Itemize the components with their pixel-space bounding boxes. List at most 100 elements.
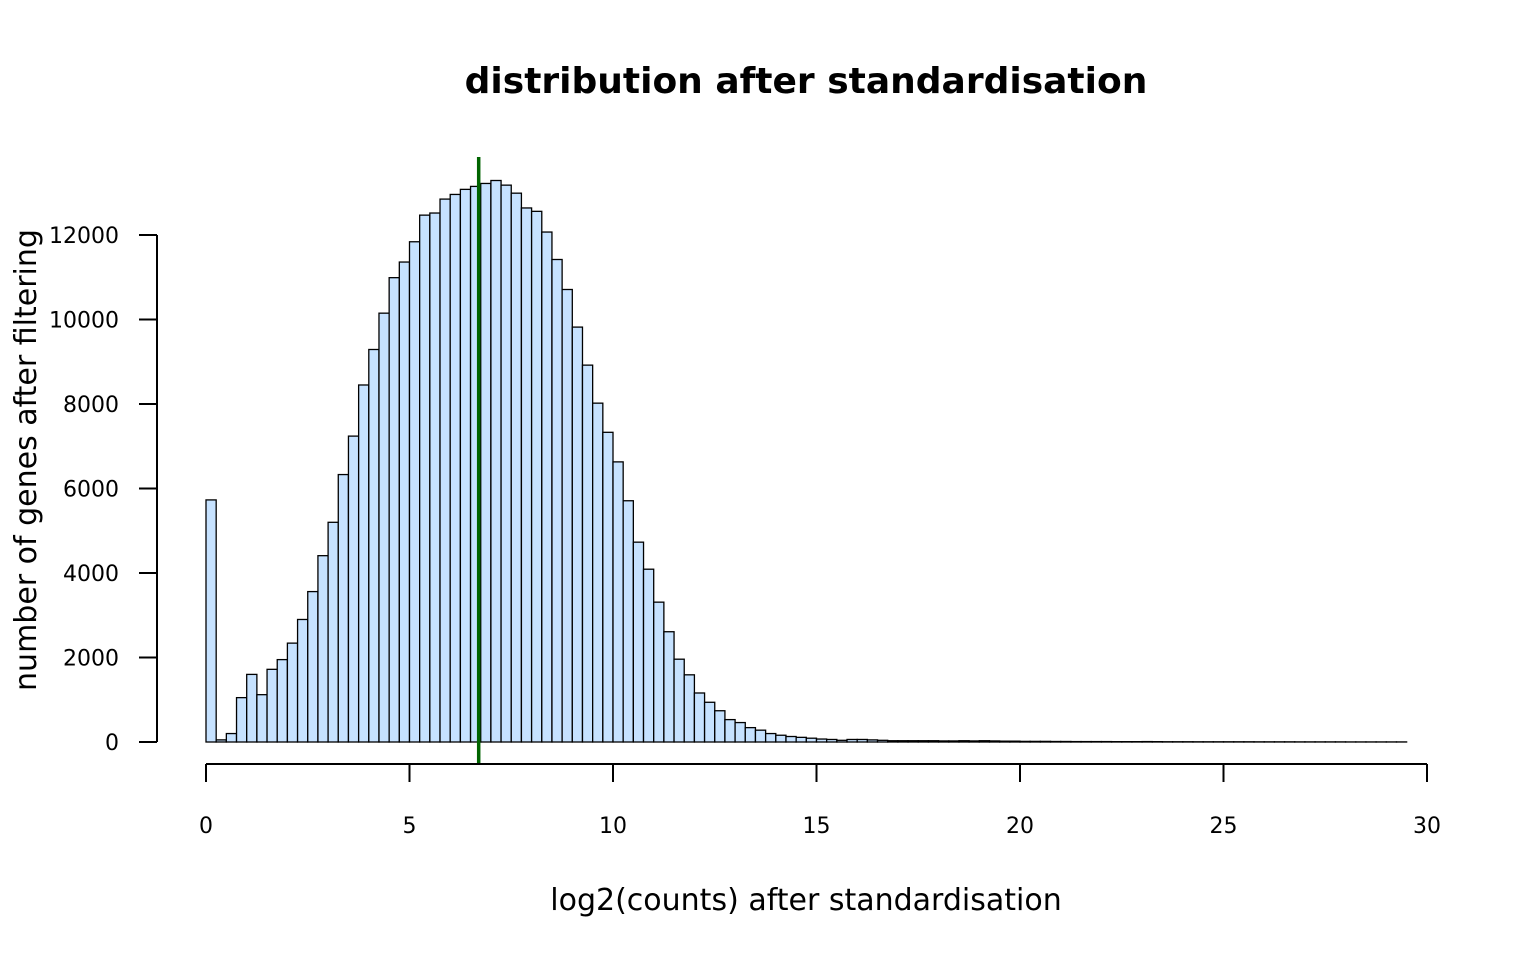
histogram-bar: [754, 729, 767, 743]
y-axis-label: number of genes after filtering: [9, 229, 44, 691]
histogram-bar: [826, 738, 838, 743]
y-tick-label: 4000: [63, 562, 119, 587]
histogram-bar: [317, 555, 329, 743]
histogram-bars: [205, 179, 1408, 743]
histogram-bar: [703, 701, 716, 743]
histogram-bar: [714, 710, 726, 743]
chart-title: distribution after standardisation: [465, 61, 1148, 102]
histogram-bar: [1039, 740, 1052, 743]
histogram-bar: [246, 673, 258, 743]
histogram-bar: [571, 326, 584, 743]
histogram-bar: [307, 590, 319, 743]
histogram-bar: [836, 739, 848, 743]
histogram-bar: [256, 694, 268, 743]
histogram-bar: [1009, 740, 1021, 743]
histogram-bar: [500, 184, 512, 743]
histogram-bar: [449, 193, 462, 743]
histogram-bar: [734, 721, 746, 743]
y-tick-label: 8000: [63, 393, 119, 418]
histogram-bar: [266, 668, 278, 743]
histogram-bar: [561, 288, 573, 743]
histogram-bar: [235, 696, 248, 743]
histogram-bar: [1019, 740, 1031, 743]
histogram-bar: [764, 732, 777, 743]
histogram-bar: [368, 348, 380, 743]
histogram-bar: [1029, 740, 1042, 743]
histogram-bar: [286, 642, 299, 743]
y-tick-label: 12000: [49, 224, 119, 249]
histogram-bar: [510, 192, 523, 743]
histogram-bar: [581, 364, 594, 743]
histogram-bar: [398, 261, 411, 743]
histogram-bar: [999, 740, 1011, 743]
histogram-bar: [724, 718, 736, 743]
y-tick-label: 0: [105, 731, 119, 756]
histogram-bar: [551, 258, 563, 743]
histogram-bar: [663, 631, 675, 743]
histogram-bar: [327, 521, 339, 743]
x-axis: 0 5 10 15 20 25 30: [199, 763, 1441, 839]
histogram-bar: [357, 384, 370, 743]
histogram-bar: [408, 241, 421, 743]
histogram-bar: [744, 726, 757, 743]
histogram-bar: [785, 735, 797, 743]
histogram-bar: [592, 402, 604, 743]
histogram-bar: [795, 736, 807, 743]
histogram-bar: [958, 740, 970, 743]
histogram-bar: [988, 740, 1001, 743]
histogram-bar: [876, 739, 889, 743]
histogram-bar: [673, 658, 685, 743]
histogram-bar: [388, 277, 400, 743]
histogram-bar: [856, 738, 869, 743]
histogram-bar: [612, 461, 624, 743]
histogram-bar: [429, 212, 441, 743]
histogram-bar: [815, 738, 828, 743]
x-tick-label: 30: [1413, 814, 1441, 839]
x-tick-label: 0: [199, 814, 213, 839]
x-axis-label: log2(counts) after standardisation: [550, 883, 1061, 918]
histogram-bar: [805, 737, 818, 743]
y-tick-label: 6000: [63, 478, 119, 503]
histogram-bar: [602, 431, 614, 743]
histogram-bar: [439, 198, 451, 743]
histogram-bar: [347, 435, 360, 743]
y-tick-label: 2000: [63, 647, 119, 672]
histogram-bar: [948, 740, 960, 743]
histogram-bar: [978, 740, 991, 743]
histogram-bar: [480, 182, 492, 743]
histogram-bar: [378, 312, 390, 743]
histogram-bar: [459, 188, 472, 743]
histogram-bar: [1060, 740, 1072, 743]
histogram-bar: [490, 179, 502, 743]
x-tick-label: 20: [1006, 814, 1034, 839]
histogram-bar: [653, 601, 665, 743]
histogram-bar: [622, 500, 634, 743]
histogram-bar: [1049, 740, 1062, 743]
histogram-bar: [968, 740, 980, 743]
histogram-bar: [215, 739, 227, 743]
histogram-bar: [632, 541, 645, 743]
histogram-bar: [897, 740, 909, 743]
histogram-bar: [937, 740, 950, 743]
histogram-bar: [337, 473, 350, 743]
histogram-bar: [775, 734, 787, 743]
histogram-bar: [927, 740, 940, 743]
histogram-bar: [520, 207, 533, 743]
histogram-bar: [693, 692, 706, 743]
histogram-bar: [907, 740, 919, 743]
y-axis: 0 2000 4000 6000 8000 10000 12000: [49, 224, 158, 756]
histogram-bar: [866, 739, 879, 743]
histogram-bar: [205, 499, 217, 743]
histogram-bar: [541, 231, 553, 743]
histogram-bar: [276, 658, 289, 743]
y-tick-label: 10000: [49, 309, 119, 334]
histogram-bar: [683, 674, 696, 743]
histogram-bar: [296, 618, 309, 743]
histogram-bar: [887, 740, 899, 743]
x-tick-label: 25: [1210, 814, 1238, 839]
x-tick-label: 10: [599, 814, 627, 839]
histogram-bar: [419, 214, 431, 743]
histogram-bar: [530, 210, 543, 743]
